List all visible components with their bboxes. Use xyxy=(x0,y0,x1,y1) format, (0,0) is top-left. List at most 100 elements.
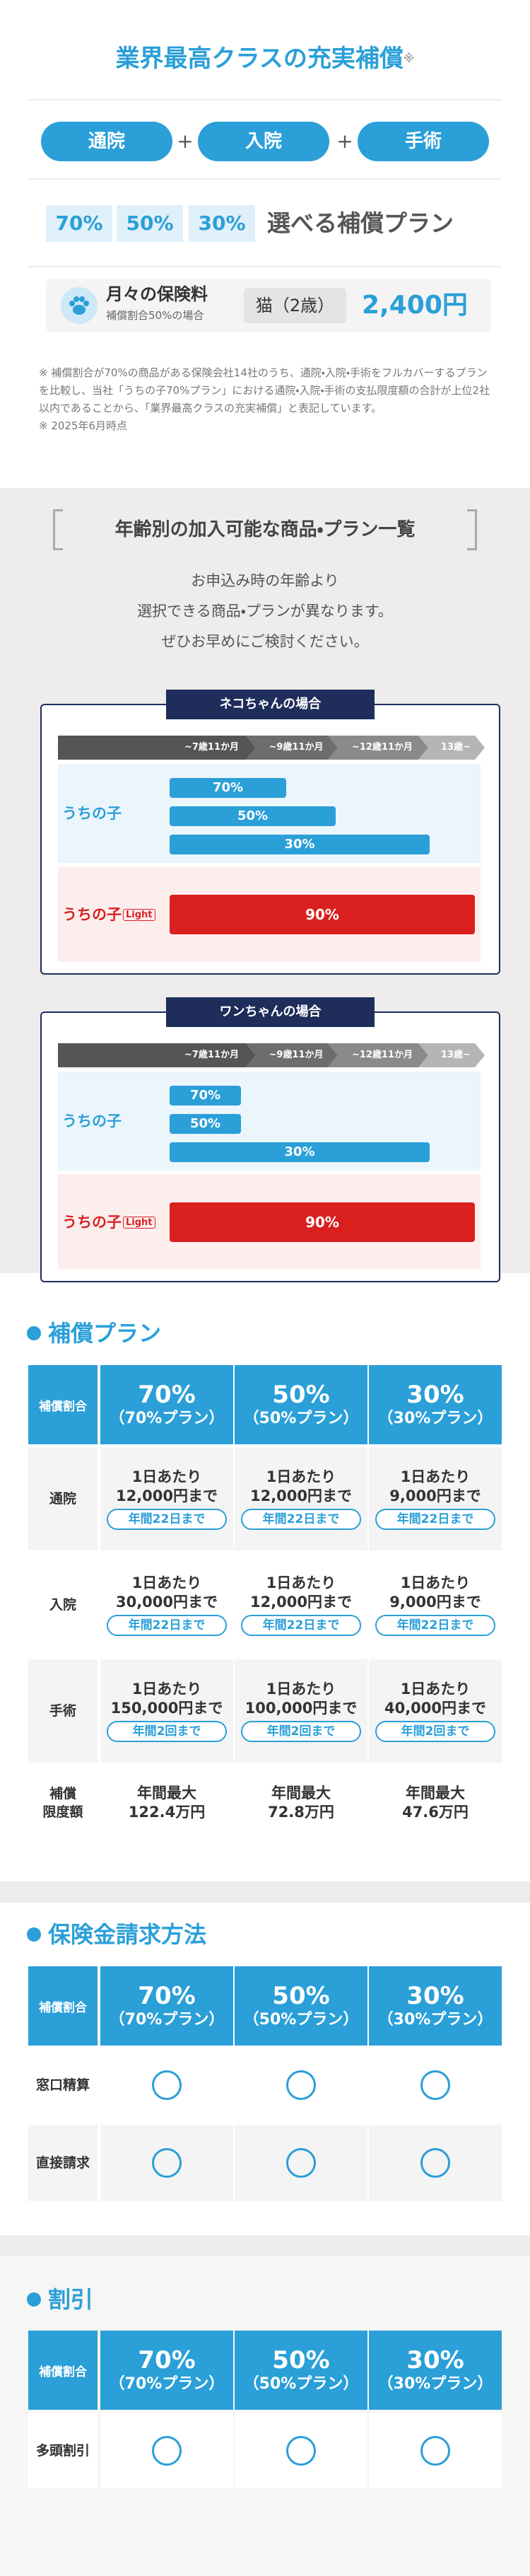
section-dot xyxy=(27,2292,41,2307)
available-circle xyxy=(152,2148,182,2178)
cell-line: 40,000円まで xyxy=(384,1700,487,1717)
limit-badge: 年間22日まで xyxy=(375,1509,495,1530)
section-dot xyxy=(27,1927,41,1942)
product-name: うちの子 xyxy=(62,805,122,822)
plan-bar: 70% xyxy=(170,1086,241,1106)
header-cell: 50% （50%プラン） xyxy=(235,1966,367,2046)
plan-bar: 90% xyxy=(170,894,475,934)
age-title: 年齢別の加入可能な商品・プラン一覧 xyxy=(114,519,416,540)
row-label: 入院 xyxy=(28,1553,98,1657)
lead: お申込み時の年齢より xyxy=(191,572,339,589)
separator xyxy=(28,178,502,180)
table-cell: 1日あたり 40,000円まで 年間2回まで xyxy=(369,1659,502,1763)
cell-line: 1日あたり xyxy=(400,1681,471,1698)
table-cell: 1日あたり 150,000円まで年間2回まで xyxy=(100,1659,233,1763)
plan-box: 50% xyxy=(117,205,183,242)
notes: ※ 補償割合が70%の商品がある保険会社14社のうち、通院・入院・手術をフルカバ… xyxy=(39,364,491,470)
header-plan: （50%プラン） xyxy=(243,2375,359,2393)
paw xyxy=(69,296,89,315)
plan-box: 30% xyxy=(189,205,255,242)
paw-icon xyxy=(61,287,98,324)
header-rate: 30% xyxy=(406,1982,464,2010)
row-label-line: 通院 xyxy=(49,1491,76,1507)
coverage-pill: 入院 xyxy=(198,122,329,161)
cell-line: 12,000円まで xyxy=(249,1594,353,1611)
band xyxy=(0,2235,530,2256)
table-cell: 1日あたり 12,000円まで 年間22日まで xyxy=(100,1447,233,1550)
price-pet: 猫（2歳） xyxy=(244,288,346,323)
plan-bar: 50% xyxy=(170,1114,241,1134)
section-title: 補償プラン xyxy=(48,1320,162,1347)
cell-line: 1日あたり xyxy=(266,1574,336,1591)
section-title: 割引 xyxy=(48,2286,94,2313)
section-title: 保険金請求方法 xyxy=(48,1921,207,1948)
plan-bar: 90% xyxy=(170,1202,475,1242)
note: ※ 補償割合が70%の商品がある保険会社14社のうち、通院・入院・手術をフルカバ… xyxy=(39,366,490,414)
band xyxy=(0,1881,530,1903)
cell-line: 年間最大 xyxy=(406,1784,465,1802)
header-cell: 50% （50%プラン） xyxy=(235,2331,367,2410)
header-plan: （70%プラン） xyxy=(109,2011,225,2029)
header-plan: （30%プラン） xyxy=(377,2375,493,2393)
age-segment: ~12歳11か月 xyxy=(328,1043,428,1067)
product-name: うちの子 xyxy=(62,1113,122,1130)
row-label-line: 多頭割引 xyxy=(35,2442,90,2459)
product-logo: うちの子 Light xyxy=(62,1209,168,1235)
cell-line: 12,000円まで xyxy=(115,1487,218,1504)
available-circle xyxy=(286,2148,316,2178)
plan-bar: 70% xyxy=(170,778,286,798)
product-name: うちの子 xyxy=(62,1213,122,1231)
age-segment: ~9歳11か月 xyxy=(246,736,338,760)
age-segment: 13歳~ xyxy=(418,736,485,760)
title-text: 業界最高クラスの充実補償 xyxy=(115,45,404,73)
product-logo: うちの子 Light xyxy=(62,902,168,927)
product-logo: うちの子 xyxy=(62,801,168,826)
separator xyxy=(28,99,502,100)
available-circle xyxy=(286,2435,316,2466)
limit-badge: 年間2回まで xyxy=(241,1721,361,1742)
cell-line: 1日あたり xyxy=(400,1468,471,1485)
age-segment: ~7歳11か月 xyxy=(58,1043,256,1067)
table-cell: 1日あたり 12,000円まで年間22日まで xyxy=(235,1553,367,1657)
header-rate: 30% xyxy=(406,1381,464,1409)
header-cell: 70% （70%プラン） xyxy=(100,1365,233,1444)
separator xyxy=(28,266,502,267)
cell-line: 72.8万円 xyxy=(268,1803,334,1821)
available-circle xyxy=(286,2070,316,2100)
title-mark: ※ xyxy=(403,52,415,65)
cell-line: 122.4万円 xyxy=(128,1803,206,1821)
cell-line: 30,000円まで xyxy=(115,1594,218,1611)
lead: 選択できる商品・プランが異なります。 xyxy=(137,603,393,620)
header-plan: （70%プラン） xyxy=(109,2375,225,2393)
price-note: 補償割合50%の場合 xyxy=(106,309,204,322)
coverage-pill: 通院 xyxy=(41,122,172,161)
table-cell: 年間最大 122.4万円 xyxy=(100,1765,233,1840)
price-label: 月々の保険料 xyxy=(106,284,208,304)
header-label: 補償割合 xyxy=(28,1365,98,1444)
limit-badge: 年間22日まで xyxy=(241,1615,361,1636)
plus: + xyxy=(336,129,353,153)
row-label-line: 窓口精算 xyxy=(35,2077,90,2093)
lead: ぜひお早めにご検討ください。 xyxy=(161,633,369,650)
product-badge: Light xyxy=(123,1216,155,1229)
header-cell: 30% （30%プラン） xyxy=(369,2331,502,2410)
limit-badge: 年間22日まで xyxy=(107,1615,227,1636)
cell-line: 1日あたり xyxy=(131,1681,202,1698)
cell-line: 150,000円まで xyxy=(110,1700,223,1717)
product-badge: Light xyxy=(123,908,155,921)
header-label: 補償割合 xyxy=(28,2331,98,2410)
row-label: 補償 限度額 xyxy=(28,1765,98,1840)
header-plan: （30%プラン） xyxy=(377,2011,493,2029)
available-circle xyxy=(420,2070,450,2100)
header-plan: （50%プラン） xyxy=(243,2011,359,2029)
cell-line: 1日あたり xyxy=(400,1574,471,1591)
cell-line: 1日あたり xyxy=(266,1681,336,1698)
limit-badge: 年間22日まで xyxy=(241,1509,361,1530)
cell-line: 47.6万円 xyxy=(402,1803,469,1821)
header-label: 補償割合 xyxy=(28,1966,98,2046)
age-segment: ~7歳11か月 xyxy=(58,736,256,760)
header-rate: 70% xyxy=(138,1982,196,2010)
cell-line: 年間最大 xyxy=(137,1784,196,1802)
cell-line: 12,000円まで xyxy=(249,1487,353,1504)
limit-badge: 年間2回まで xyxy=(107,1721,227,1742)
